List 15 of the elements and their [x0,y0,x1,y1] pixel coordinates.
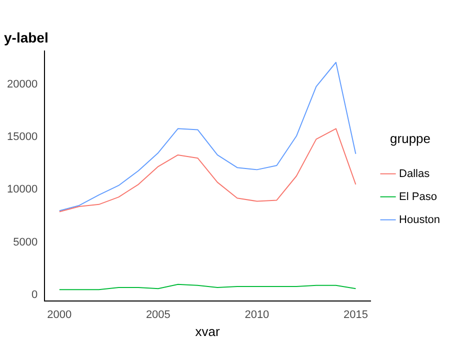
y-tick-label: 5000 [13,236,38,248]
x-tick-label: 2000 [47,308,72,321]
y-tick-label: 20000 [6,78,38,90]
legend-label: El Paso [399,190,437,203]
x-tick-label: 2005 [146,308,170,321]
legend-label: Dallas [399,168,430,180]
legend-label: Houston [399,214,440,226]
x-tick-label: 2015 [343,308,368,321]
y-tick-label: 0 [31,288,38,301]
y-tick-label: 10000 [6,184,38,196]
legend-title: gruppe [390,130,431,146]
x-tick-label: 2010 [244,308,270,321]
y-tick-label: 15000 [6,131,38,144]
x-axis-title: xvar [195,324,221,339]
y-axis-title: y-label [4,29,48,46]
